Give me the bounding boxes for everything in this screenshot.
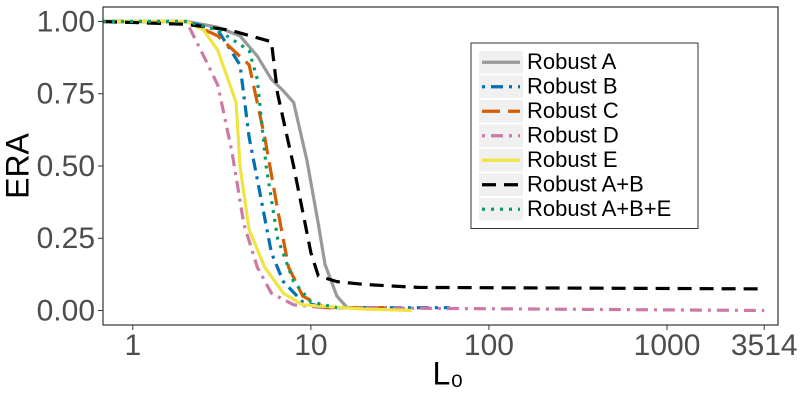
series-line (103, 19, 765, 291)
y-tick-label: 0.75 (37, 78, 95, 111)
legend-key-bg (479, 100, 523, 123)
y-tick-label: 1.00 (37, 5, 95, 38)
legend-key-bg (479, 173, 523, 196)
legend-label: Robust A+B (527, 172, 644, 197)
series-line (103, 19, 413, 313)
y-tick-label: 0.25 (37, 222, 95, 255)
y-tick-label: 0.00 (37, 294, 95, 327)
y-axis-title: ERA (0, 132, 35, 198)
y-tick-label: 0.50 (37, 150, 95, 183)
series-line (103, 19, 396, 310)
legend-label: Robust B (527, 74, 618, 99)
legend-label: Robust C (527, 98, 619, 123)
x-tick-label: 100 (464, 329, 514, 362)
legend-label: Robust A+B+E (527, 196, 671, 221)
x-axis-title: L₀ (432, 355, 463, 391)
legend-label: Robust E (527, 147, 618, 172)
legend-label: Robust D (527, 123, 619, 148)
x-tick-label: 1 (124, 329, 141, 362)
legend-label: Robust A (527, 49, 617, 74)
x-tick-label: 10 (294, 329, 327, 362)
x-tick-label: 3514 (731, 329, 798, 362)
panel-border (102, 6, 779, 326)
series-line (103, 19, 338, 310)
x-tick-label: 1000 (634, 329, 701, 362)
